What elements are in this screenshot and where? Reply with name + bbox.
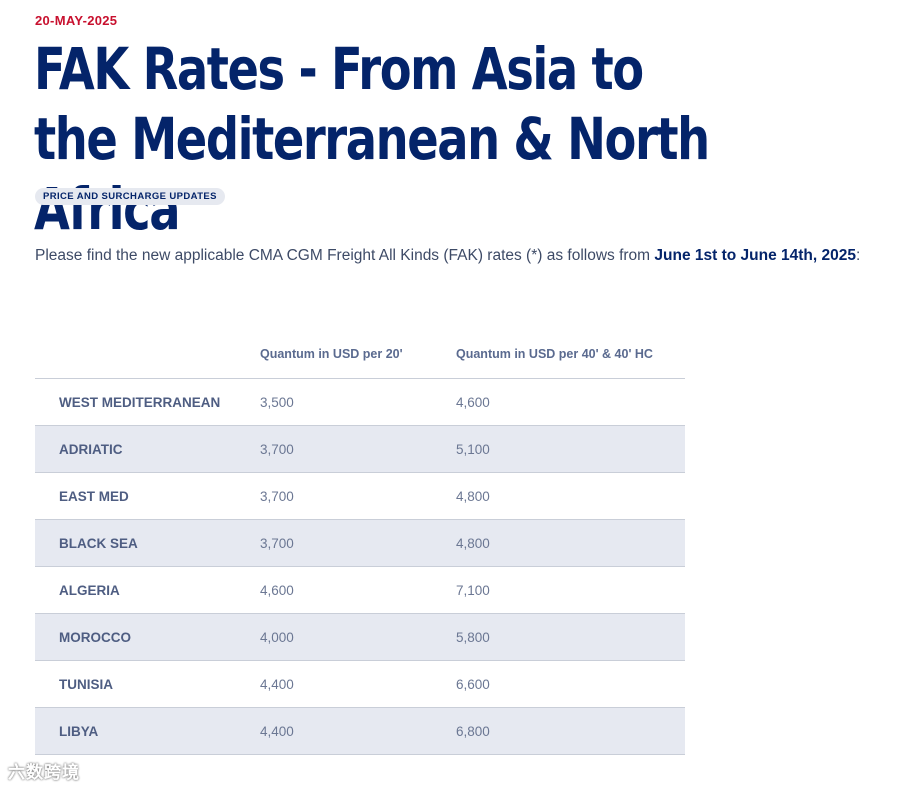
region-cell: MOROCCO [35,613,260,661]
header-rate-40: Quantum in USD per 40' & 40' HC [456,330,685,379]
intro-end: : [855,247,861,264]
table-row: BLACK SEA 3,700 4,800 [35,519,685,567]
publish-date: 20-MAY-2025 [35,13,118,28]
rate-20-cell: 4,600 [260,566,456,614]
table-row: TUNISIA 4,400 6,600 [35,660,685,708]
rate-20-cell: 4,400 [260,660,456,708]
table-row: ALGERIA 4,600 7,100 [35,566,685,614]
table-row: MOROCCO 4,000 5,800 [35,613,685,661]
rate-40-cell: 6,800 [456,707,685,755]
region-cell: ALGERIA [35,566,260,614]
rate-40-cell: 7,100 [456,566,685,614]
rate-20-cell: 3,500 [260,378,456,426]
intro-date-range: June 1st to June 14th, 2025 [654,247,856,264]
rate-20-cell: 4,400 [260,707,456,755]
region-cell: TUNISIA [35,660,260,708]
intro-text: Please find the new applicable CMA CGM F… [35,247,655,264]
region-cell: EAST MED [35,472,260,520]
rate-20-cell: 4,000 [260,613,456,661]
table-row: LIBYA 4,400 6,800 [35,707,685,755]
region-cell: WEST MEDITERRANEAN [35,378,260,426]
rate-20-cell: 3,700 [260,472,456,520]
rate-20-cell: 3,700 [260,519,456,567]
watermark-logo: 六数跨境 [8,763,80,782]
rate-40-cell: 4,600 [456,378,685,426]
rate-40-cell: 6,600 [456,660,685,708]
header-region [35,330,260,379]
fak-rates-table: Quantum in USD per 20' Quantum in USD pe… [35,330,685,755]
rate-40-cell: 4,800 [456,472,685,520]
category-tag[interactable]: PRICE AND SURCHARGE UPDATES [35,188,225,205]
table-row: EAST MED 3,700 4,800 [35,472,685,520]
intro-paragraph: Please find the new applicable CMA CGM F… [35,247,860,265]
region-cell: BLACK SEA [35,519,260,567]
table-row: WEST MEDITERRANEAN 3,500 4,600 [35,378,685,426]
region-cell: LIBYA [35,707,260,755]
rate-40-cell: 5,100 [456,425,685,473]
table-row: ADRIATIC 3,700 5,100 [35,425,685,473]
region-cell: ADRIATIC [35,425,260,473]
page-title: FAK Rates - From Asia to the Mediterrane… [34,35,710,243]
table-header-row: Quantum in USD per 20' Quantum in USD pe… [35,330,685,379]
rate-20-cell: 3,700 [260,425,456,473]
rate-40-cell: 4,800 [456,519,685,567]
header-rate-20: Quantum in USD per 20' [260,330,456,379]
rate-40-cell: 5,800 [456,613,685,661]
